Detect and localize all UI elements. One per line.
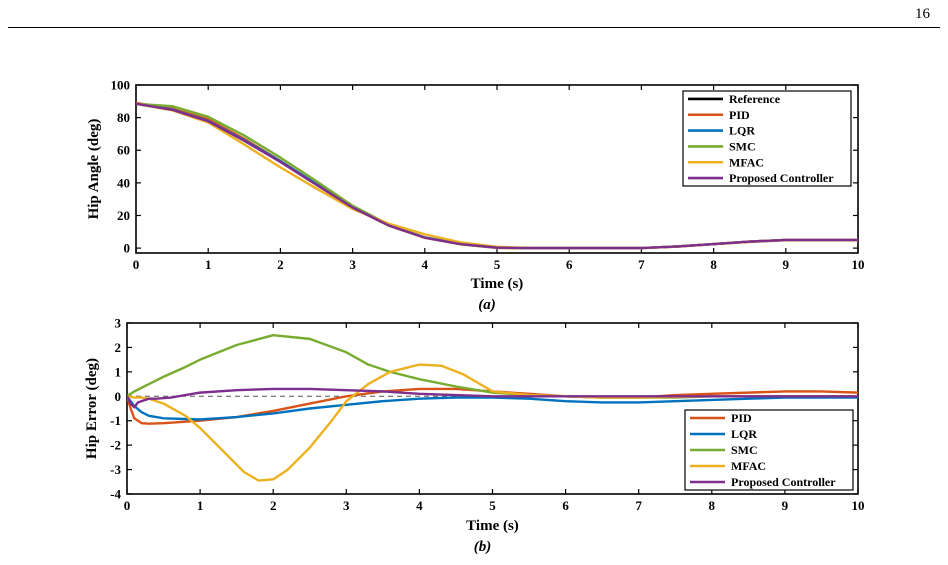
legend-box xyxy=(682,90,852,187)
figure-caption: (b) xyxy=(474,539,492,555)
x-tick-label: 6 xyxy=(566,257,573,272)
x-tick-label: 7 xyxy=(638,257,645,272)
legend-label-proposed-controller: Proposed Controller xyxy=(731,475,836,489)
series-group xyxy=(127,334,858,482)
legend: PID LQR SMC MFAC Proposed Controller xyxy=(684,409,854,491)
x-tick-label: 10 xyxy=(852,257,865,272)
legend-label-pid: PID xyxy=(731,411,752,425)
y-tick-label: -3 xyxy=(110,462,121,477)
legend-label-lqr: LQR xyxy=(729,124,755,138)
y-axis-label: Hip Error (deg) xyxy=(84,358,100,459)
x-tick-label: 2 xyxy=(270,498,277,513)
series-group xyxy=(136,101,858,250)
x-tick-label: 4 xyxy=(416,498,423,513)
y-tick-label: 1 xyxy=(115,364,122,379)
x-axis-label: Time (s) xyxy=(466,518,519,534)
y-axis-label: Hip Angle (deg) xyxy=(86,119,102,220)
legend-label-mfac: MFAC xyxy=(729,155,764,169)
y-tick-label: 0 xyxy=(124,241,131,256)
x-tick-label: 4 xyxy=(422,257,429,272)
x-tick-label: 0 xyxy=(133,257,140,272)
series-line-proposed-controller xyxy=(127,387,858,409)
x-tick-label: 0 xyxy=(124,498,131,513)
x-tick-label: 8 xyxy=(709,498,716,513)
x-tick-label: 2 xyxy=(277,257,284,272)
x-tick-label: 6 xyxy=(562,498,569,513)
legend-label-mfac: MFAC xyxy=(731,459,766,473)
y-tick-label: 2 xyxy=(115,340,122,355)
y-tick-label: 40 xyxy=(117,175,130,190)
y-tick-label: -1 xyxy=(110,413,121,428)
x-tick-label: 10 xyxy=(852,498,865,513)
legend-label-proposed-controller: Proposed Controller xyxy=(729,171,834,185)
y-tick-label: 20 xyxy=(117,208,130,223)
y-tick-label: 60 xyxy=(117,143,130,158)
x-tick-label: 8 xyxy=(710,257,717,272)
x-tick-label: 1 xyxy=(205,257,212,272)
x-axis-label: Time (s) xyxy=(471,276,524,292)
x-tick-label: 7 xyxy=(635,498,642,513)
x-tick-label: 3 xyxy=(349,257,356,272)
x-tick-label: 9 xyxy=(782,498,789,513)
figure-caption: (a) xyxy=(478,297,496,313)
series-line-lqr xyxy=(127,395,858,421)
legend-label-lqr: LQR xyxy=(731,427,757,441)
y-tick-label: 0 xyxy=(115,389,122,404)
legend-label-smc: SMC xyxy=(729,139,756,153)
legend-label-pid: PID xyxy=(729,108,750,122)
x-tick-label: 1 xyxy=(197,498,204,513)
x-tick-label: 5 xyxy=(489,498,496,513)
chart-hip-error: 0 1 2 3 4 5 6 7 8 9 10 -4 -3 -2 -1 0 1 2 3 Time (s) Hip Erro… xyxy=(84,316,865,556)
y-tick-label: 80 xyxy=(117,110,130,125)
y-tick-label: -2 xyxy=(110,438,121,453)
series-line-pid xyxy=(127,387,858,425)
legend-label-smc: SMC xyxy=(731,443,758,457)
x-tick-label: 5 xyxy=(494,257,501,272)
series-line-proposed-controller xyxy=(136,102,858,250)
y-tick-label: -4 xyxy=(110,487,121,502)
legend-label-reference: Reference xyxy=(729,92,781,106)
y-tick-label: 3 xyxy=(115,316,122,331)
page-number: 16 xyxy=(915,6,930,22)
y-tick-label: 100 xyxy=(111,78,131,93)
x-tick-label: 9 xyxy=(783,257,790,272)
x-tick-label: 3 xyxy=(343,498,350,513)
header-rule xyxy=(8,27,940,28)
